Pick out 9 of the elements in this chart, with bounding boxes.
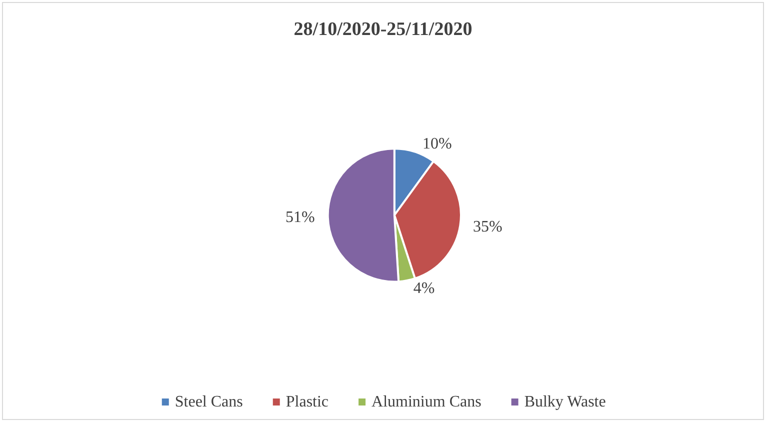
data-label: 35% — [473, 218, 502, 236]
legend-label: Bulky Waste — [524, 394, 606, 410]
data-label: 10% — [422, 136, 452, 153]
legend-label: Plastic — [286, 394, 329, 410]
chart-title: 28/10/2020-25/11/2020 — [294, 19, 472, 40]
legend-label: Aluminium Cans — [372, 394, 482, 410]
data-label: 51% — [286, 209, 315, 226]
legend-label: Steel Cans — [174, 394, 243, 410]
data-label: 4% — [413, 280, 435, 297]
